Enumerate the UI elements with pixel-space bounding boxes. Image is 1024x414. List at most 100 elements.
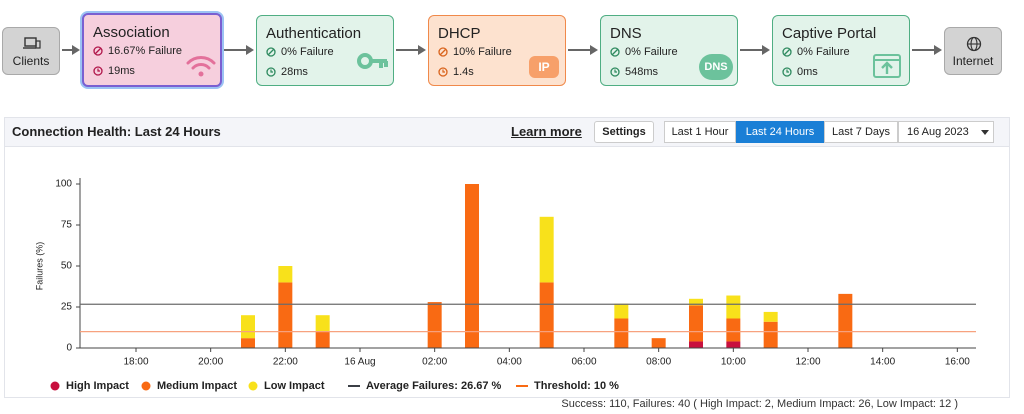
bar-segment [539,282,554,348]
bar-segment [689,341,703,348]
chart-panel [4,117,1010,398]
wifi-icon [186,56,216,77]
x-tick-label: 20:00 [198,357,223,368]
range-button[interactable]: Last 24 Hours [736,121,824,143]
summary-text: Success: 110, Failures: 40 ( High Impact… [561,398,958,410]
latency-stat: 28ms [266,66,308,78]
y-axis-label: Failures (%) [34,242,44,291]
bar-segment [763,311,778,322]
bar-segment [726,341,741,348]
bar-segment [278,282,293,348]
node-name: Internet [952,54,994,68]
failure-text: 0% Failure [797,46,850,58]
x-tick-label: 14:00 [870,357,895,368]
latency-stat: 1.4s [438,66,474,78]
failure-stat: 0% Failure [266,46,334,58]
key-icon [357,53,388,69]
failure-text: 0% Failure [281,46,334,58]
legend-label: High Impact [66,380,129,392]
x-tick-label: 16 Aug [344,357,375,368]
date-picker[interactable]: 16 Aug 2023 [898,121,994,143]
bar-segment [241,338,255,348]
bar-segment [614,318,629,348]
failure-stat: 10% Failure [438,46,512,58]
failure-icon [438,47,448,57]
flow-arrow [912,45,942,55]
association-node[interactable]: Association 16.67% Failure 19ms [82,13,222,87]
clock-icon [610,67,620,77]
latency-text: 19ms [108,65,135,77]
node-name: Captive Portal [782,25,877,42]
x-tick-label: 16:00 [945,357,970,368]
flow-arrow [568,45,598,55]
node-name: Authentication [266,25,362,42]
bar-segment [315,331,330,348]
bar-segment [726,295,741,319]
authentication-node[interactable]: Authentication 0% Failure 28ms [256,15,394,86]
legend-marker [248,381,258,391]
bar-segment [689,305,703,342]
portal-icon [873,54,901,78]
clients-node[interactable]: Clients [2,27,60,75]
flow-arrow [396,45,426,55]
legend-label: Medium Impact [157,380,237,392]
clock-icon [266,67,276,77]
panel-title: Connection Health: Last 24 Hours [12,124,221,139]
date-text: 16 Aug 2023 [907,126,969,138]
node-name: DNS [610,25,642,42]
latency-text: 0ms [797,66,818,78]
y-tick-label: 25 [61,302,73,313]
latency-text: 1.4s [453,66,474,78]
dhcp-node[interactable]: DHCP 10% Failure 1.4s IP [428,15,566,86]
range-button[interactable]: Last 7 Days [824,121,898,143]
failure-text: 0% Failure [625,46,678,58]
x-tick-label: 08:00 [646,357,671,368]
bar-segment [651,338,666,348]
latency-stat: 19ms [93,65,135,77]
latency-text: 548ms [625,66,659,78]
x-tick-label: 10:00 [721,357,746,368]
flow-arrow [62,45,80,55]
dns-node[interactable]: DNS 0% Failure 548ms DNS [600,15,738,86]
latency-stat: 0ms [782,66,818,78]
bar-segment [726,318,741,342]
clock-icon [438,67,448,77]
bar-segment [689,298,703,306]
bar-segment [241,315,255,339]
legend-label: Threshold: 10 % [534,380,619,392]
clock-icon [93,66,103,76]
legend-label: Low Impact [264,380,325,392]
bar-segment [315,315,330,332]
clients-icon [23,37,41,49]
internet-node[interactable]: Internet [944,27,1002,75]
range-button[interactable]: Last 1 Hour [664,121,736,143]
failure-stat: 0% Failure [782,46,850,58]
learn-more-link[interactable]: Learn more [511,124,582,139]
bar-segment [465,184,479,348]
failure-stat: 0% Failure [610,46,678,58]
x-tick-label: 12:00 [795,357,820,368]
node-name: DHCP [438,25,481,42]
dns-icon: DNS [699,54,733,80]
y-tick-label: 75 [61,220,73,231]
node-name: Clients [12,54,50,68]
node-name: Association [93,24,170,41]
bar-segment [614,303,629,319]
flow-arrow [224,45,254,55]
bar-segment [763,321,778,348]
x-tick-label: 22:00 [273,357,298,368]
latency-text: 28ms [281,66,308,78]
failure-text: 10% Failure [453,46,512,58]
x-tick-label: 18:00 [123,357,148,368]
failure-icon [266,47,276,57]
bar-segment [838,293,853,348]
ip-icon: IP [529,56,559,78]
legend-marker [50,381,60,391]
captive-portal-node[interactable]: Captive Portal 0% Failure 0ms [772,15,910,86]
globe-icon [966,36,982,52]
settings-button[interactable]: Settings [594,121,654,143]
y-tick-label: 100 [55,179,72,190]
bar-segment [278,266,293,283]
